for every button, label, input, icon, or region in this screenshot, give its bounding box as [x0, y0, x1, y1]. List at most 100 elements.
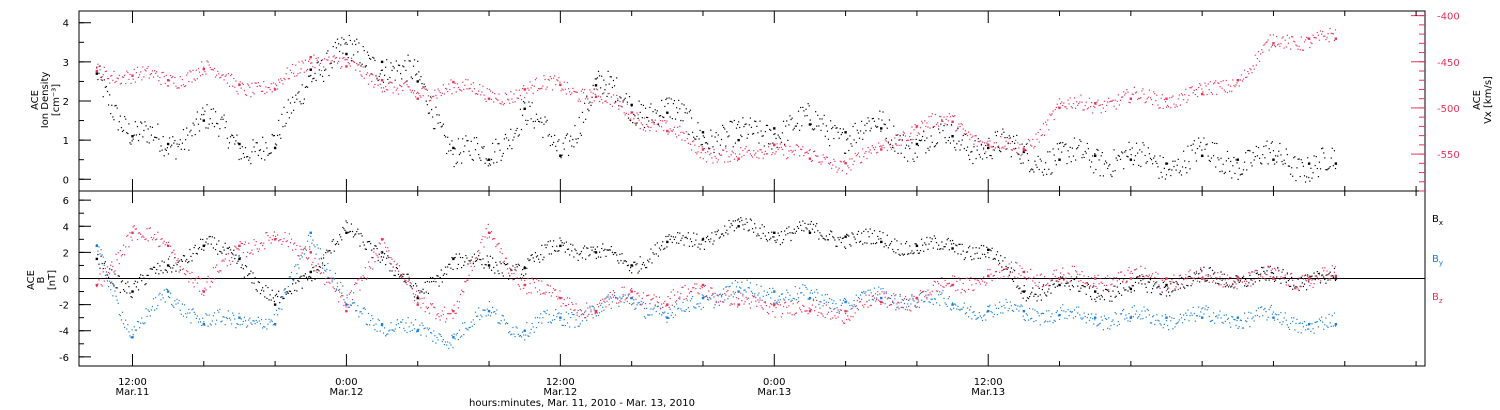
ion-density-dot — [245, 156, 248, 158]
ion-density-dot — [1009, 137, 1011, 139]
bx-point — [309, 270, 312, 274]
ion-density-dot — [1046, 173, 1048, 175]
ion-density-dot — [1007, 142, 1009, 145]
bx-dot — [728, 219, 730, 222]
bx-dot — [121, 280, 124, 282]
by-dot — [321, 264, 324, 266]
by-dot — [1327, 326, 1329, 328]
by-dot — [187, 312, 189, 314]
vx-velocity-dot — [713, 149, 715, 151]
ion-density-dot — [1246, 169, 1248, 171]
vx-velocity-dot — [422, 95, 424, 97]
by-dot — [816, 288, 818, 291]
top-left-ytick-label: 0 — [63, 175, 69, 186]
bz-dot — [106, 266, 109, 268]
by-dot — [657, 305, 660, 307]
bx-dot — [677, 232, 679, 234]
vx-velocity-dot — [497, 99, 499, 101]
bx-dot — [564, 251, 566, 253]
by-dot — [990, 310, 992, 313]
bx-dot — [977, 257, 979, 259]
by-dot — [613, 294, 616, 297]
vx-velocity-point — [844, 162, 847, 165]
ion-density-dot — [482, 147, 484, 149]
bx-dot — [1295, 285, 1297, 288]
bx-point — [131, 290, 134, 293]
bx-dot — [141, 280, 143, 282]
by-dot — [597, 314, 600, 317]
bx-dot — [835, 245, 837, 247]
bx-dot — [750, 219, 753, 221]
bx-dot — [1109, 300, 1111, 302]
ion-density-dot — [145, 125, 147, 127]
ion-density-dot — [754, 120, 756, 122]
bx-dot — [601, 247, 603, 250]
vx-velocity-dot — [796, 144, 799, 146]
by-dot — [432, 340, 434, 342]
by-dot — [1032, 308, 1034, 310]
by-dot — [619, 296, 621, 298]
by-dot — [1189, 315, 1191, 317]
vx-velocity-dot — [334, 57, 336, 59]
by-dot — [509, 331, 511, 333]
ion-density-dot — [953, 140, 955, 142]
bx-dot — [114, 273, 116, 275]
by-point — [1058, 313, 1061, 317]
by-dot — [1184, 318, 1186, 321]
by-dot — [155, 296, 157, 299]
bx-dot — [470, 259, 472, 261]
by-dot — [359, 311, 361, 313]
ion-density-dot — [841, 131, 843, 134]
ion-density-dot — [1222, 163, 1224, 165]
vx-velocity-dot — [779, 143, 781, 145]
ion-density-dot — [224, 127, 226, 129]
by-dot — [99, 253, 101, 255]
vx-velocity-dot — [896, 144, 898, 146]
ion-density-dot — [731, 121, 733, 123]
vx-velocity-dot — [566, 81, 569, 84]
by-dot — [727, 298, 729, 300]
by-dot — [1281, 323, 1283, 326]
by-dot — [1091, 313, 1093, 315]
bx-dot — [650, 248, 652, 250]
ion-density-dot — [444, 136, 447, 138]
ion-density-dot — [401, 78, 403, 80]
bx-dot — [510, 268, 512, 270]
bx-dot — [592, 246, 594, 248]
ion-density-dot — [656, 110, 658, 112]
by-dot — [1055, 311, 1057, 314]
ion-density-dot — [613, 85, 616, 87]
vx-velocity-dot — [841, 170, 843, 172]
bx-dot — [1055, 280, 1057, 282]
ion-density-dot — [165, 149, 167, 151]
ion-density-dot — [102, 96, 104, 98]
bx-dot — [1266, 270, 1268, 272]
ion-density-dot — [1297, 158, 1299, 160]
vx-velocity-dot — [1162, 107, 1164, 109]
ion-density-point — [131, 135, 134, 138]
vx-velocity-dot — [924, 120, 926, 122]
vx-velocity-dot — [451, 93, 453, 95]
bx-dot — [908, 253, 910, 255]
ion-density-dot — [948, 136, 950, 139]
ion-density-dot — [457, 138, 459, 140]
vx-velocity-dot — [1226, 91, 1229, 94]
bz-point — [630, 290, 633, 293]
by-dot — [945, 303, 947, 305]
vx-velocity-dot — [145, 70, 147, 72]
vx-velocity-dot — [741, 156, 743, 158]
vx-velocity-dot — [457, 86, 459, 89]
vx-velocity-dot — [1281, 37, 1283, 39]
ion-density-dot — [942, 129, 944, 132]
vx-velocity-dot — [300, 68, 302, 70]
vx-velocity-dot — [765, 153, 768, 155]
ion-density-dot — [105, 85, 108, 88]
bx-dot — [760, 237, 762, 240]
bx-dot — [314, 278, 316, 280]
by-dot — [189, 312, 191, 314]
bx-dot — [754, 223, 756, 225]
by-dot — [988, 306, 990, 308]
vx-velocity-dot — [534, 79, 536, 81]
bx-dot — [1318, 272, 1321, 274]
vx-velocity-dot — [199, 75, 202, 77]
